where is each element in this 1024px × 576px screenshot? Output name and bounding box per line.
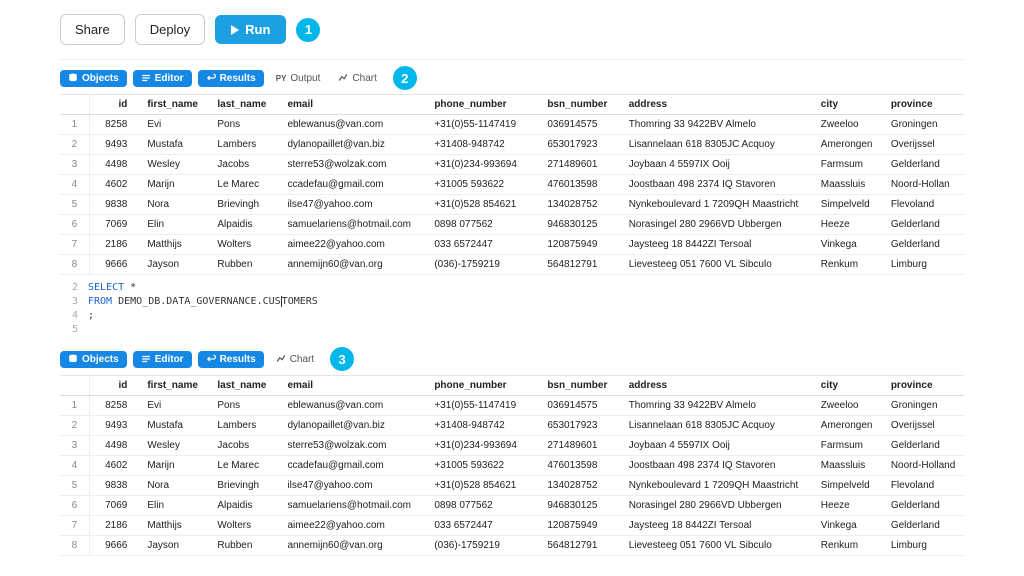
- col-first-name[interactable]: first_name: [141, 95, 211, 115]
- table-row[interactable]: 67069ElinAlpaidissamuelariens@hotmail.co…: [60, 496, 964, 516]
- return-icon: [206, 354, 216, 364]
- table-row[interactable]: 44602MarijnLe Marecccadefau@gmail.com+31…: [60, 175, 964, 195]
- editor-button-a[interactable]: Editor: [133, 70, 192, 87]
- results-toolbar-a: Objects Editor Results PY Output Chart 2: [60, 59, 964, 94]
- results-table-a: id first_name last_name email phone_numb…: [60, 94, 964, 275]
- share-button[interactable]: Share: [60, 14, 125, 45]
- table-row[interactable]: 34498WesleyJacobssterre53@wolzak.com+31(…: [60, 436, 964, 456]
- lines-icon: [141, 354, 151, 364]
- step-badge-3: 3: [330, 347, 354, 371]
- editor-button-b[interactable]: Editor: [133, 351, 192, 368]
- table-row[interactable]: 44602MarijnLe Marecccadefau@gmail.com+31…: [60, 456, 964, 476]
- chart-button-b[interactable]: Chart: [270, 351, 320, 368]
- play-icon: [231, 25, 239, 35]
- table-row[interactable]: 59838NoraBrievinghilse47@yahoo.com+31(0)…: [60, 476, 964, 496]
- table-row[interactable]: 34498WesleyJacobssterre53@wolzak.com+31(…: [60, 155, 964, 175]
- table-row[interactable]: 72186MatthijsWoltersaimee22@yahoo.com033…: [60, 235, 964, 255]
- output-button-a[interactable]: PY Output: [270, 70, 327, 87]
- results-table-b: id first_name last_name email phone_numb…: [60, 375, 964, 556]
- col-last-name[interactable]: last_name: [211, 95, 281, 115]
- col-email[interactable]: email: [281, 95, 428, 115]
- table-row[interactable]: 18258EviPonseblewanus@van.com+31(0)55-11…: [60, 115, 964, 135]
- table-row[interactable]: 67069ElinAlpaidissamuelariens@hotmail.co…: [60, 215, 964, 235]
- results-button-a[interactable]: Results: [198, 70, 264, 87]
- col-bsn[interactable]: bsn_number: [541, 95, 622, 115]
- col-province[interactable]: province: [885, 95, 964, 115]
- table-row[interactable]: 29493MustafaLambersdylanopaillet@van.biz…: [60, 416, 964, 436]
- step-badge-2: 2: [393, 66, 417, 90]
- table-row[interactable]: 89666JaysonRubbenannemijn60@van.org(036)…: [60, 255, 964, 275]
- col-city[interactable]: city: [815, 95, 885, 115]
- table-row[interactable]: 72186MatthijsWoltersaimee22@yahoo.com033…: [60, 516, 964, 536]
- table-row[interactable]: 89666JaysonRubbenannemijn60@van.org(036)…: [60, 536, 964, 556]
- table-row[interactable]: 18258EviPonseblewanus@van.com+31(0)55-11…: [60, 396, 964, 416]
- col-id[interactable]: id: [89, 95, 141, 115]
- results-toolbar-b: Objects Editor Results Chart 3: [60, 341, 964, 375]
- return-icon: [206, 73, 216, 83]
- objects-button-b[interactable]: Objects: [60, 351, 127, 368]
- chart-icon: [338, 73, 348, 83]
- page-root: Share Deploy Run 1 Objects Editor Result…: [0, 0, 1024, 556]
- results-button-b[interactable]: Results: [198, 351, 264, 368]
- lines-icon: [141, 73, 151, 83]
- run-label: Run: [245, 22, 270, 37]
- database-icon: [68, 73, 78, 83]
- col-phone[interactable]: phone_number: [428, 95, 541, 115]
- py-icon: PY: [276, 74, 287, 83]
- sql-editor[interactable]: 2SELECT * 3FROM DEMO_DB.DATA_GOVERNANCE.…: [60, 275, 964, 341]
- objects-button-a[interactable]: Objects: [60, 70, 127, 87]
- table-header-row: id first_name last_name email phone_numb…: [60, 95, 964, 115]
- top-bar: Share Deploy Run 1: [60, 14, 964, 45]
- deploy-button[interactable]: Deploy: [135, 14, 205, 45]
- step-badge-1: 1: [296, 18, 320, 42]
- database-icon: [68, 354, 78, 364]
- col-address[interactable]: address: [623, 95, 815, 115]
- run-button[interactable]: Run: [215, 15, 286, 44]
- table-row[interactable]: 59838NoraBrievinghilse47@yahoo.com+31(0)…: [60, 195, 964, 215]
- chart-icon: [276, 354, 286, 364]
- chart-button-a[interactable]: Chart: [332, 70, 382, 87]
- table-header-row: id first_name last_name email phone_numb…: [60, 376, 964, 396]
- table-row[interactable]: 29493MustafaLambersdylanopaillet@van.biz…: [60, 135, 964, 155]
